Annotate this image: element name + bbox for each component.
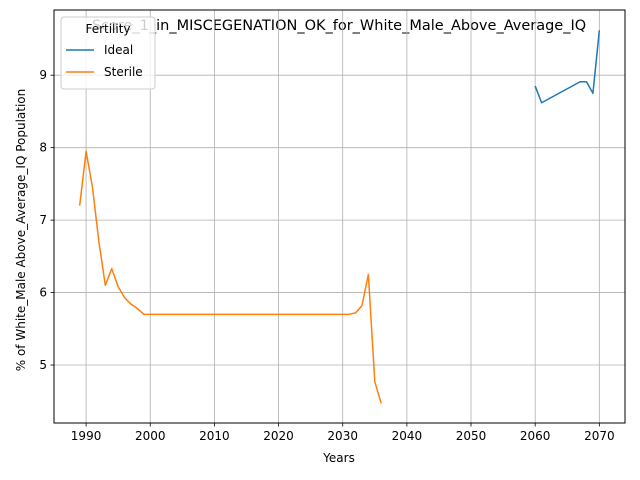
legend-label-ideal: Ideal [104,43,133,57]
legend-box [60,16,156,90]
y-tick-label: 9 [39,68,47,82]
x-tick-label: 2060 [520,429,551,443]
x-ticks: 1990 2000 2010 2020 2030 2040 2050 2060 2070 [71,423,615,443]
y-tick-label: 7 [39,213,47,227]
legend: Fertility Ideal Sterile [60,16,156,90]
series-lines [78,30,601,404]
y-tick-label: 5 [39,358,47,372]
x-tick-label: 2010 [199,429,230,443]
legend-title: Fertility [85,22,130,36]
x-axis-label: Years [322,451,355,465]
x-tick-label: 2040 [392,429,423,443]
x-tick-label: 2000 [135,429,166,443]
plot-area-frame [53,9,626,424]
y-tick-label: 6 [39,286,47,300]
y-tick-label: 8 [39,141,47,155]
y-ticks: 5 6 7 8 9 [39,68,54,372]
legend-label-sterile: Sterile [104,65,143,79]
x-tick-label: 2030 [327,429,358,443]
series-line-sterile [78,150,382,404]
grid [54,10,625,423]
chart-title: Score_1_in_MISCEGENATION_OK_for_White_Ma… [92,18,586,34]
y-axis-label: % of White_Male Above_Average_IQ Populat… [14,89,28,372]
x-tick-label: 1990 [71,429,102,443]
x-tick-label: 2070 [584,429,615,443]
x-tick-label: 2050 [456,429,487,443]
x-tick-label: 2020 [263,429,294,443]
series-line-ideal [534,30,601,104]
